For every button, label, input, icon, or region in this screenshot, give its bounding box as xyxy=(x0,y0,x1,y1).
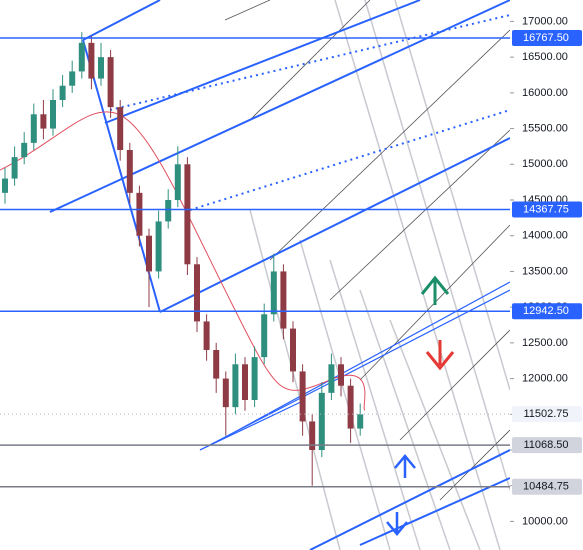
candle-body xyxy=(59,85,66,100)
candle-body xyxy=(309,421,316,450)
candle-body xyxy=(174,164,181,200)
candle-body xyxy=(242,364,248,400)
price-label-box xyxy=(512,30,582,47)
y-tick-label: 10000.00 xyxy=(522,515,568,527)
price-label-box xyxy=(512,201,582,218)
price-label: 16767.50 xyxy=(523,32,569,44)
candle-body xyxy=(146,235,152,272)
candle-body xyxy=(2,178,8,193)
price-label: 14367.75 xyxy=(523,203,569,215)
y-tick-label: 16000.00 xyxy=(522,87,568,99)
candle-body xyxy=(280,271,287,329)
candle-body xyxy=(107,57,114,108)
y-tick-label: 13500.00 xyxy=(522,265,568,277)
candle-body xyxy=(40,114,47,129)
candle-body xyxy=(155,221,162,272)
candle-body xyxy=(251,357,258,400)
y-tick-label: 15000.00 xyxy=(522,158,568,170)
candle-body xyxy=(222,378,229,408)
price-label: 11068.50 xyxy=(523,439,568,451)
candle-body xyxy=(232,364,239,408)
y-tick-label: 14000.00 xyxy=(522,230,568,242)
candle-body xyxy=(117,107,124,150)
candle-body xyxy=(290,328,296,372)
candle-body xyxy=(338,364,344,386)
candle-body xyxy=(203,321,210,350)
candle-body xyxy=(347,385,354,429)
candle-body xyxy=(318,392,325,450)
y-tick-label: 12000.00 xyxy=(522,372,568,384)
price-label-box xyxy=(512,303,582,320)
candle-body xyxy=(21,142,28,158)
candle-body xyxy=(165,200,172,222)
price-label: 12942.50 xyxy=(523,305,569,317)
candle-body xyxy=(88,42,95,79)
candle-body xyxy=(30,114,37,143)
candle-body xyxy=(50,100,56,129)
y-tick-label: 12500.00 xyxy=(522,337,568,349)
candle-body xyxy=(270,271,277,315)
candle-body xyxy=(357,414,364,429)
candle-body xyxy=(126,150,133,193)
price-label-box xyxy=(512,437,582,454)
candle-body xyxy=(261,314,268,358)
candle-body xyxy=(69,71,76,86)
y-tick-label: 15500.00 xyxy=(522,122,568,134)
price-label: 11502.75 xyxy=(523,408,568,420)
candle-body xyxy=(98,57,104,79)
candle-body xyxy=(328,364,335,393)
candle-body xyxy=(299,371,306,422)
price-label: 10484.75 xyxy=(523,481,569,493)
candle-body xyxy=(11,157,18,179)
price-axis xyxy=(510,0,583,550)
candle-body xyxy=(78,42,85,72)
drawings xyxy=(0,0,511,550)
y-tick-label: 17000.00 xyxy=(522,15,568,27)
price-label-box xyxy=(512,478,582,495)
price-label-box xyxy=(512,406,582,423)
candle-body xyxy=(213,350,220,379)
y-tick-label: 16500.00 xyxy=(522,51,568,63)
candle-body xyxy=(194,264,200,322)
candle-body xyxy=(184,164,191,265)
candle-body xyxy=(136,192,143,236)
